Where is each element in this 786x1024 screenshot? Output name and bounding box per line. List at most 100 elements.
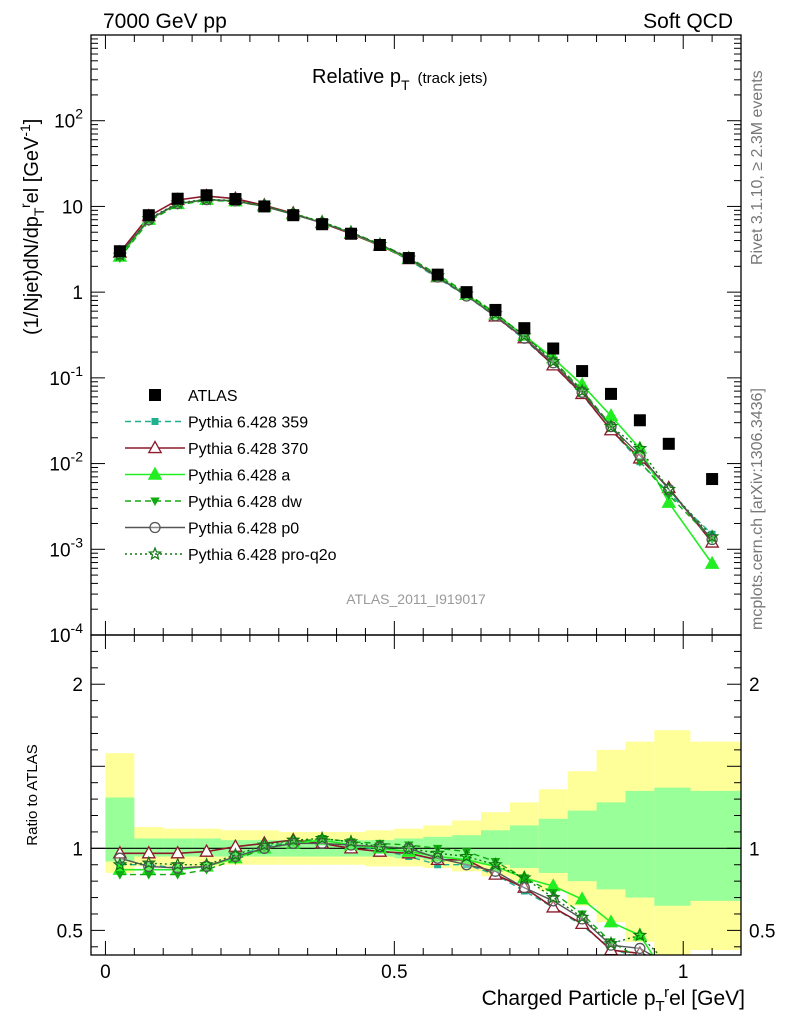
ratio-line-pp0	[119, 842, 653, 955]
atlas-data-point	[113, 245, 126, 258]
ytick-label: 102	[54, 106, 83, 133]
ratio-point-pq2o	[141, 855, 157, 870]
legend-label: Pythia 6.428 370	[188, 441, 308, 458]
atlas-data-point	[489, 303, 502, 316]
ratio-point-pdw	[144, 871, 154, 880]
legend-label: Pythia 6.428 p0	[188, 521, 299, 538]
atlas-data-point	[633, 414, 646, 427]
ratio-point-pdw	[548, 889, 558, 898]
atlas-data-point	[431, 268, 444, 281]
header-right: Soft QCD	[643, 10, 733, 33]
bottom-ytick-labels: 0.5 0.5 1 1 2 2	[57, 675, 776, 942]
ytick-label: 10-4	[49, 620, 83, 647]
ratio-point-pq2o	[372, 839, 388, 853]
atlas-data-point	[258, 200, 271, 213]
ratio-plot-panel: 0.5 0.5 1 1 2 2 Ratio to ATLAS	[24, 634, 776, 956]
ratio-point-pq2o	[285, 832, 301, 847]
top-series-group	[112, 188, 720, 569]
ytick-label-left: 1	[72, 839, 83, 860]
ratio-uncertainty-bands	[105, 730, 741, 955]
atlas-data-point	[518, 322, 531, 335]
x-axis-label: Charged Particle pTrel [GeV]	[482, 984, 745, 1015]
ytick-label: 1	[72, 283, 83, 304]
ratio-point-pq2o	[632, 927, 648, 942]
top-frame	[90, 34, 742, 636]
atlas-data-point	[402, 252, 415, 265]
ratio-point-pdw	[115, 871, 125, 880]
ratio-point-pq2o	[170, 857, 185, 871]
legend-label: Pythia 6.428 dw	[188, 494, 302, 511]
ratio-point-pdw	[461, 848, 472, 857]
bottom-axis-ticks	[91, 634, 742, 955]
ytick-label: 10-1	[49, 363, 83, 390]
atlas-data-point	[229, 193, 242, 206]
ytick-label: 10-2	[49, 449, 83, 476]
series-line-pq2o	[119, 198, 713, 538]
ytick-label: 10	[62, 197, 83, 218]
legend-marker-pa	[147, 466, 163, 480]
ratio-point-pdw	[172, 871, 183, 880]
atlas-data-point	[142, 209, 155, 222]
series-point-pq2o	[603, 418, 619, 433]
top-axis-ticks	[91, 35, 742, 636]
series-point-pq2o	[632, 440, 648, 455]
legend: ATLAS Pythia 6.428 359 Pythia 6.428 370 Pyt…	[125, 388, 337, 564]
ytick-label: 10-3	[49, 534, 83, 561]
ytick-label-left: 2	[72, 675, 83, 696]
bottom-frame	[90, 634, 742, 956]
band-inner-segment	[538, 818, 568, 873]
series-line-p370	[119, 195, 713, 543]
ratio-point-pq2o	[603, 935, 619, 950]
legend-label: ATLAS	[188, 388, 238, 405]
legend-marker-pq2o	[147, 546, 163, 561]
legend-marker-p359	[151, 418, 159, 425]
mcplots-label: mcplots.cern.ch [arXiv:1306.3436]	[749, 388, 766, 630]
legend-label: Pythia 6.428 pro-q2o	[188, 547, 337, 564]
ratio-point-pdw	[577, 910, 587, 919]
atlas-data-point	[547, 342, 560, 355]
xtick-label: 1	[678, 962, 689, 983]
series-point-pq2o	[574, 383, 590, 398]
plot-title: Relative pT (track jets)	[312, 66, 488, 93]
atlas-data-point	[316, 218, 329, 231]
ratio-point-pdw	[490, 857, 501, 867]
ratio-point-pq2o	[343, 834, 359, 848]
y-axis-label-bottom: Ratio to ATLAS	[24, 744, 41, 845]
series-point-pq2o	[704, 529, 720, 543]
x-tick-labels: 0 0.5 1	[100, 962, 688, 983]
ratio-point-pq2o	[228, 847, 243, 862]
main-plot-panel: 10-4 10-3 10-2 10-1 1 10 102 Relative pT (track…	[17, 34, 742, 647]
ratio-series-clipped	[112, 830, 661, 955]
ratio-point-pp0	[518, 882, 530, 894]
atlas-data-point	[706, 473, 719, 486]
atlas-data-point	[605, 387, 617, 400]
ratio-point-pq2o	[112, 857, 128, 871]
ytick-label-right: 2	[749, 675, 760, 696]
ratio-point-pq2o	[459, 848, 474, 863]
atlas-data-point	[345, 227, 357, 240]
band-inner-segment	[567, 810, 597, 882]
ratio-point-pq2o	[545, 889, 561, 904]
band-inner-segment	[509, 825, 539, 869]
ytick-label-left: 0.5	[57, 921, 83, 942]
legend-marker-p370	[147, 440, 163, 454]
ratio-point-pq2o	[430, 845, 445, 860]
rivet-label: Rivet 3.1.10, ≥ 2.3M events	[749, 70, 766, 265]
ratio-point-pp0	[634, 942, 646, 955]
legend-marker-pp0	[149, 521, 161, 534]
bottom-series-group	[112, 830, 661, 955]
ratio-point-pq2o	[314, 830, 330, 845]
band-inner-segment	[683, 790, 741, 901]
ratio-point-pq2o	[517, 870, 532, 885]
series-line-pp0	[119, 198, 713, 540]
xtick-label: 0	[100, 962, 111, 983]
y-axis-label-top: (1/Njet)dN/dpTrel [GeV-1]	[17, 119, 47, 335]
ratio-point-pa	[574, 891, 590, 905]
series-point-pq2o	[545, 353, 561, 368]
top-ytick-labels: 10-4 10-3 10-2 10-1 1 10 102	[49, 106, 83, 647]
atlas-data-point	[373, 238, 386, 251]
ratio-point-pq2o	[574, 909, 590, 924]
atlas-data-point	[576, 365, 589, 378]
ratio-point-pa	[603, 914, 619, 928]
